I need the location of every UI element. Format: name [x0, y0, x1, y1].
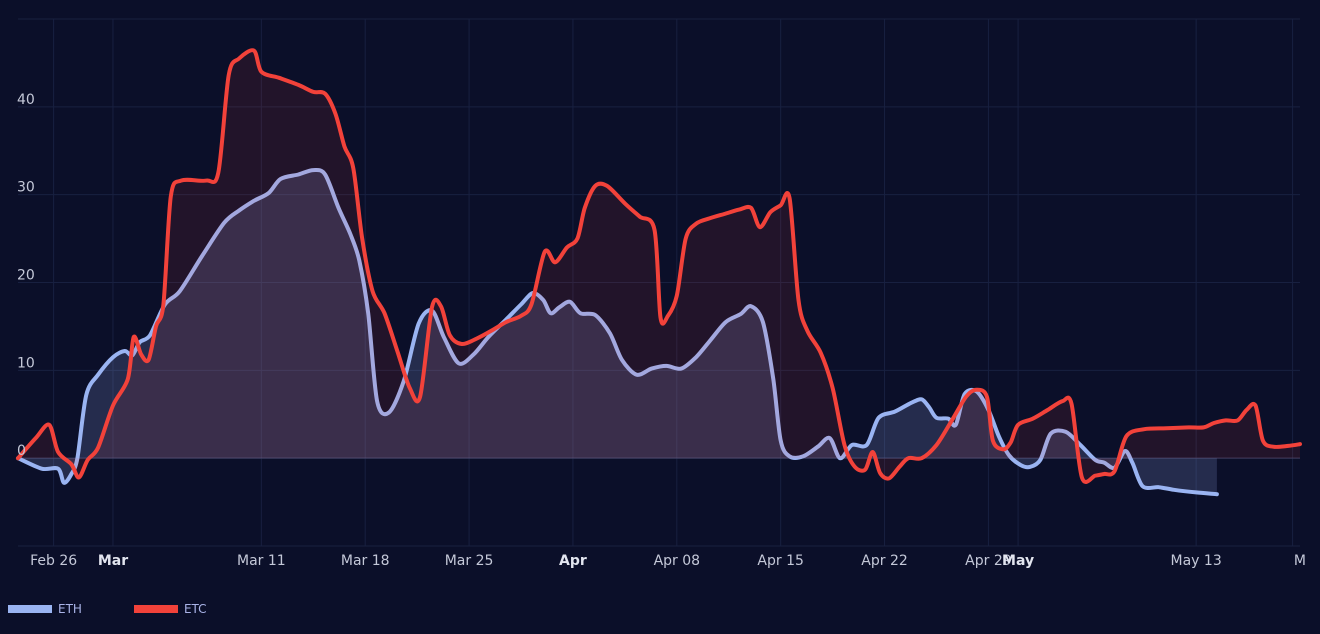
x-tick-label: M [1294, 553, 1306, 569]
x-tick-label: Apr 29 [965, 553, 1011, 569]
x-tick-label: Apr 15 [757, 553, 803, 569]
x-tick-label: Mar [98, 553, 128, 569]
legend-item-eth[interactable]: ETH [8, 602, 82, 616]
x-tick-label: Apr 22 [861, 553, 907, 569]
x-axis-tick-labels: Feb 26 Mar Mar 11 Mar 18 Mar 25 Apr Apr 08 Apr … [30, 553, 1306, 569]
y-tick-label: 30 [17, 180, 35, 196]
y-gridlines [18, 18, 1300, 547]
y-tick-label: 0 [17, 443, 26, 459]
x-tick-label: Apr 08 [654, 553, 700, 569]
x-tick-label: May 13 [1171, 553, 1222, 569]
legend-item-etc[interactable]: ETC [133, 602, 207, 616]
area-fill-eth [18, 169, 1217, 495]
x-tick-label: Apr [559, 553, 587, 569]
series-layer [16, 48, 1302, 497]
y-tick-label: 10 [17, 355, 35, 371]
legend-swatch-eth [8, 605, 52, 613]
legend: ETH ETC [8, 600, 259, 618]
series-line-eth [16, 167, 1219, 497]
y-axis-tick-labels: 0 10 20 30 40 [17, 92, 35, 459]
y-tick-label: 40 [17, 92, 35, 108]
area-fill-etc [18, 50, 1300, 482]
x-tick-label: May [1002, 553, 1034, 569]
x-tick-label: Mar 11 [237, 553, 286, 569]
legend-swatch-etc [133, 605, 178, 613]
y-tick-label: 20 [17, 268, 35, 284]
x-tick-label: Mar 18 [341, 553, 390, 569]
x-tick-label: Mar 25 [445, 553, 494, 569]
x-tick-label: Feb 26 [30, 553, 77, 569]
legend-label-etc: ETC [183, 602, 207, 616]
legend-label-eth: ETH [58, 602, 82, 616]
series-line-etc [16, 48, 1302, 484]
